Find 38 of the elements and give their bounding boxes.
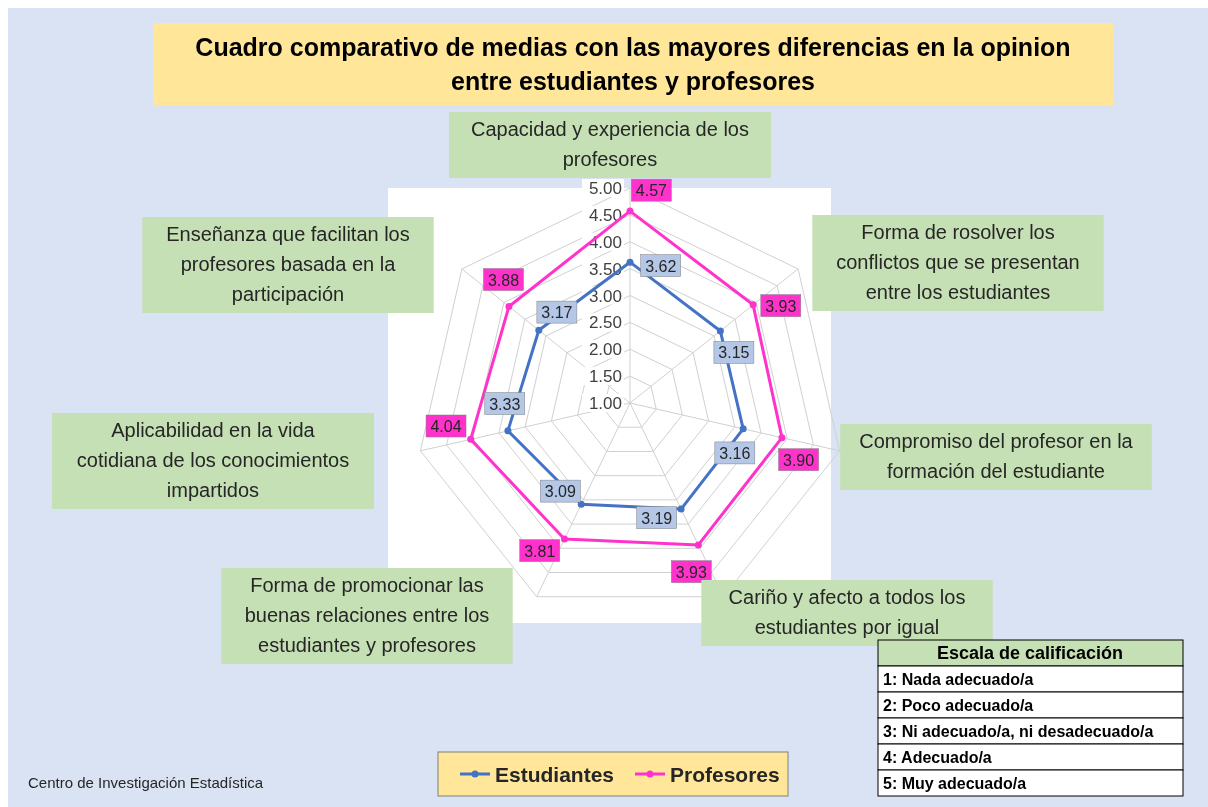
text: 4: Adecuado/a [883, 749, 992, 766]
legend-label: Estudiantes [495, 763, 615, 786]
y-tick-label: 3.50 [588, 259, 622, 279]
text: 3: Ni adecuado/a, ni desadecuado/a [883, 723, 1154, 740]
data-label: 3.09 [544, 483, 577, 501]
chart-title: Cuadro comparativo de medias con las mayores diferencias en la opinion entre estudiantes y profesores [195, 33, 1071, 95]
y-tick-label: 2.50 [588, 313, 622, 333]
text: Escala de calificación [936, 643, 1124, 663]
data-label: 3.88 [487, 271, 520, 289]
data-label: 3.81 [524, 542, 556, 560]
data-label: 4.04 [430, 418, 462, 435]
spoke-label: Enseñanza que facilitan los profesores basada en la participación [166, 223, 410, 305]
y-tick-label: 1.50 [588, 367, 622, 387]
spoke-label: Aplicabilidad en la vida cotidiana de los conocimientos impartidos [76, 419, 350, 501]
spoke-label: Capacidad y experiencia de los profesores [471, 118, 749, 170]
y-tick-label: 5.00 [588, 179, 622, 198]
spoke-label: Forma de rosolver los conflictos que se presentan entre los estudiantes [836, 221, 1080, 303]
data-label: 3.15 [718, 344, 750, 362]
data-label: 3.16 [719, 444, 751, 462]
data-label: 4.57 [635, 182, 668, 200]
data-label: 3.93 [765, 297, 797, 315]
text: Centro de Investigación Estadística [28, 774, 264, 791]
data-label: 3.19 [641, 509, 673, 527]
data-label: 3.90 [783, 451, 815, 469]
text: 1: Nada adecuado/a [883, 671, 1034, 688]
legend-label: Profesores [670, 763, 780, 786]
data-label: 3.62 [645, 257, 677, 275]
spoke-label: Compromiso del profesor en la formación del estudiante [859, 430, 1134, 482]
text: 5: Muy adecuado/a [883, 775, 1027, 792]
y-tick-label: 2.00 [588, 340, 622, 360]
data-label: 3.17 [541, 304, 573, 322]
data-label: 3.33 [489, 395, 521, 413]
data-label: 3.93 [675, 563, 708, 581]
text: 2: Poco adecuado/a [883, 697, 1034, 714]
y-tick-label: 3.00 [588, 286, 622, 306]
spoke-label: Forma de promocionar las buenas relaciones entre los estudiantes y profesores [244, 574, 490, 656]
spoke-label: Cariño y afecto a todos los estudiantes por igual [728, 586, 966, 638]
y-tick-label: 1.00 [588, 394, 622, 413]
